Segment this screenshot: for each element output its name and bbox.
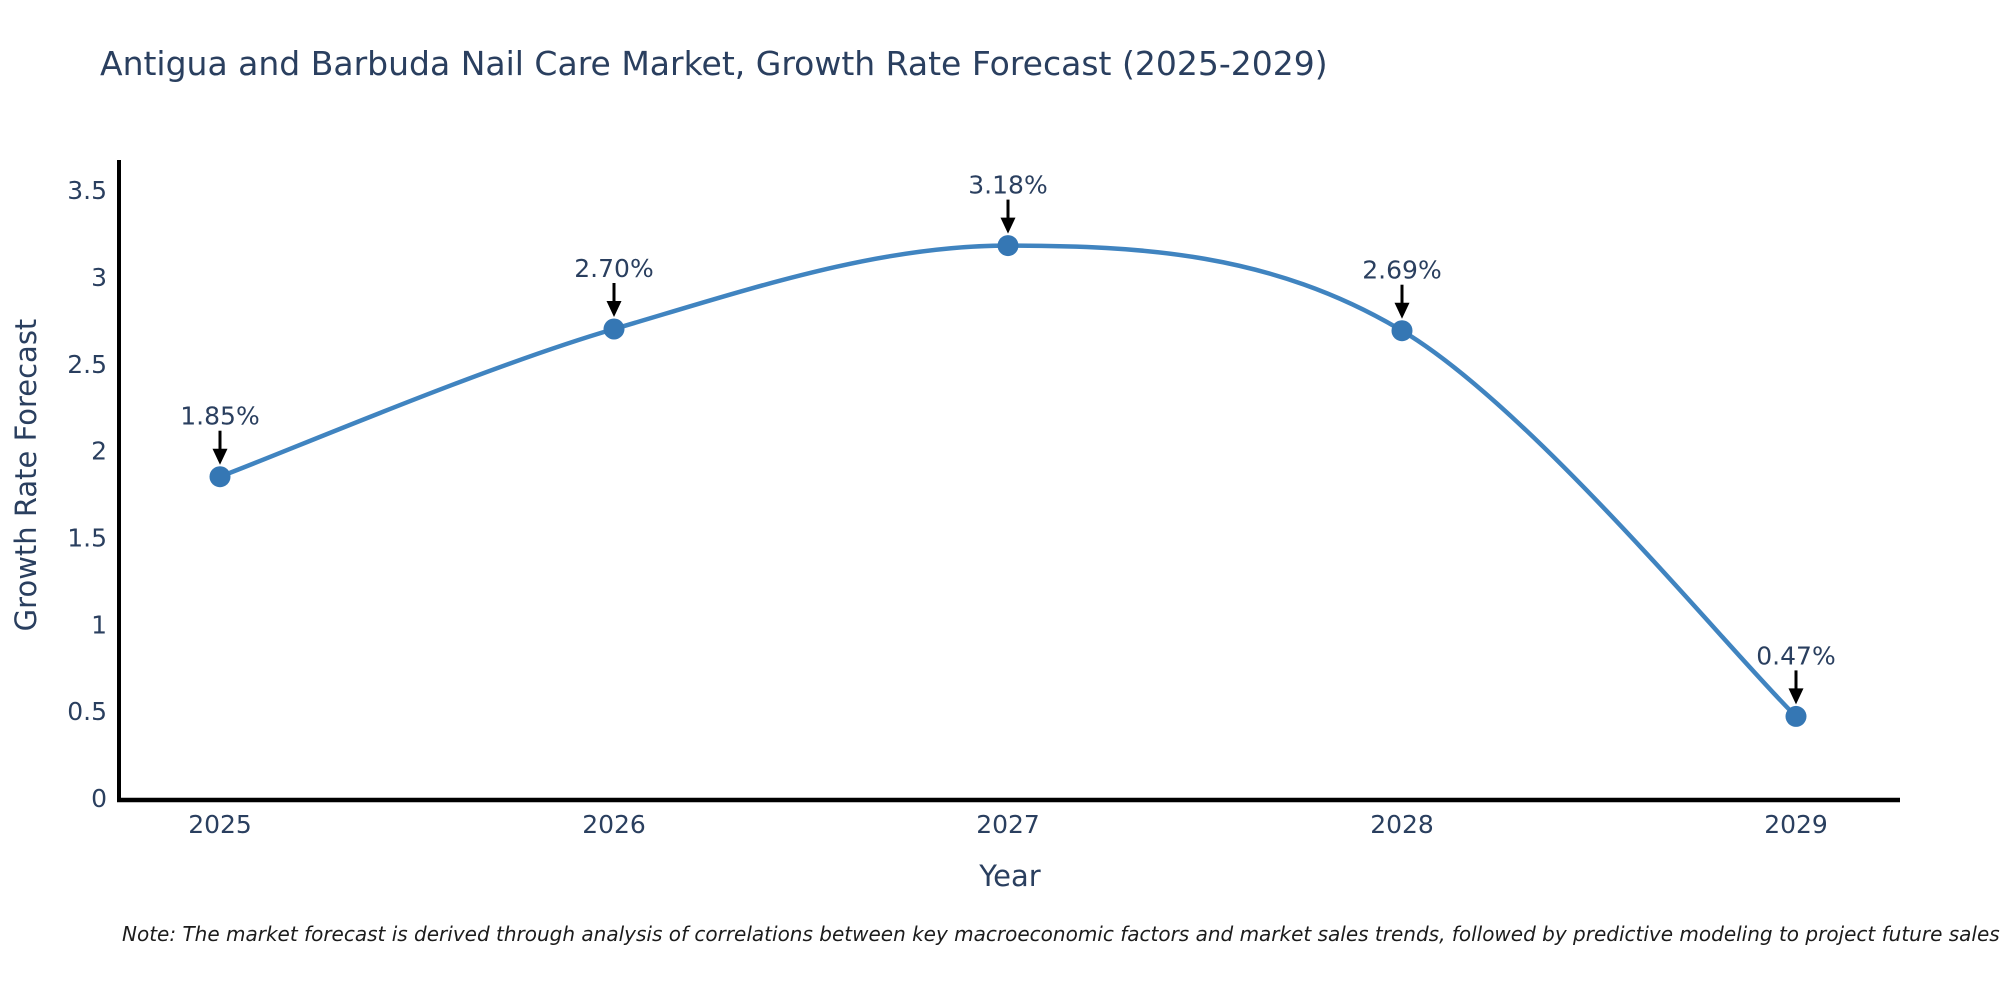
data-point-marker [603, 318, 625, 340]
annotation-arrowhead-icon [1788, 688, 1804, 705]
axes [117, 160, 1900, 803]
data-point-marker [1391, 320, 1413, 342]
y-tick-label: 1 [91, 610, 107, 639]
point-value-label: 2.70% [574, 254, 653, 283]
x-axis-tick-labels: 2025 2026 2027 2028 2029 [188, 810, 1828, 839]
data-point-marker [1785, 705, 1807, 727]
y-axis-tick-labels: 0 0.5 1 1.5 2 2.5 3 3.5 [67, 176, 107, 813]
y-tick-label: 2.5 [67, 350, 107, 379]
chart-note: Note: The market forecast is derived thr… [122, 922, 2000, 946]
annotation-arrowhead-icon [212, 448, 228, 465]
y-tick-label: 3 [91, 263, 107, 292]
y-axis-title: Growth Rate Forecast [9, 319, 43, 632]
point-value-label: 0.47% [1756, 641, 1835, 670]
x-tick-label: 2027 [976, 810, 1040, 839]
series-line [217, 243, 1799, 719]
y-tick-label: 3.5 [67, 176, 107, 205]
data-point-marker [209, 466, 231, 488]
y-tick-label: 2 [91, 437, 107, 466]
series-layer [209, 235, 1807, 727]
data-point-marker [997, 235, 1019, 257]
x-tick-label: 2026 [582, 810, 646, 839]
point-value-label: 3.18% [968, 171, 1047, 200]
x-tick-label: 2028 [1370, 810, 1434, 839]
x-tick-label: 2029 [1764, 810, 1828, 839]
x-tick-label: 2025 [188, 810, 252, 839]
x-axis-title: Year [978, 859, 1040, 893]
chart-title: Antigua and Barbuda Nail Care Market, Gr… [100, 44, 1328, 83]
annotation-arrowhead-icon [1000, 217, 1016, 234]
y-tick-label: 1.5 [67, 523, 107, 552]
y-tick-label: 0.5 [67, 697, 107, 726]
annotation-arrowhead-icon [1394, 302, 1410, 319]
y-tick-label: 0 [91, 784, 107, 813]
annotation-arrowhead-icon [606, 301, 622, 317]
annotations-layer: 1.85% 2.70% 3.18% 2.69% 0.47% [180, 171, 1836, 705]
point-value-label: 1.85% [180, 402, 259, 431]
point-value-label: 2.69% [1362, 256, 1441, 285]
